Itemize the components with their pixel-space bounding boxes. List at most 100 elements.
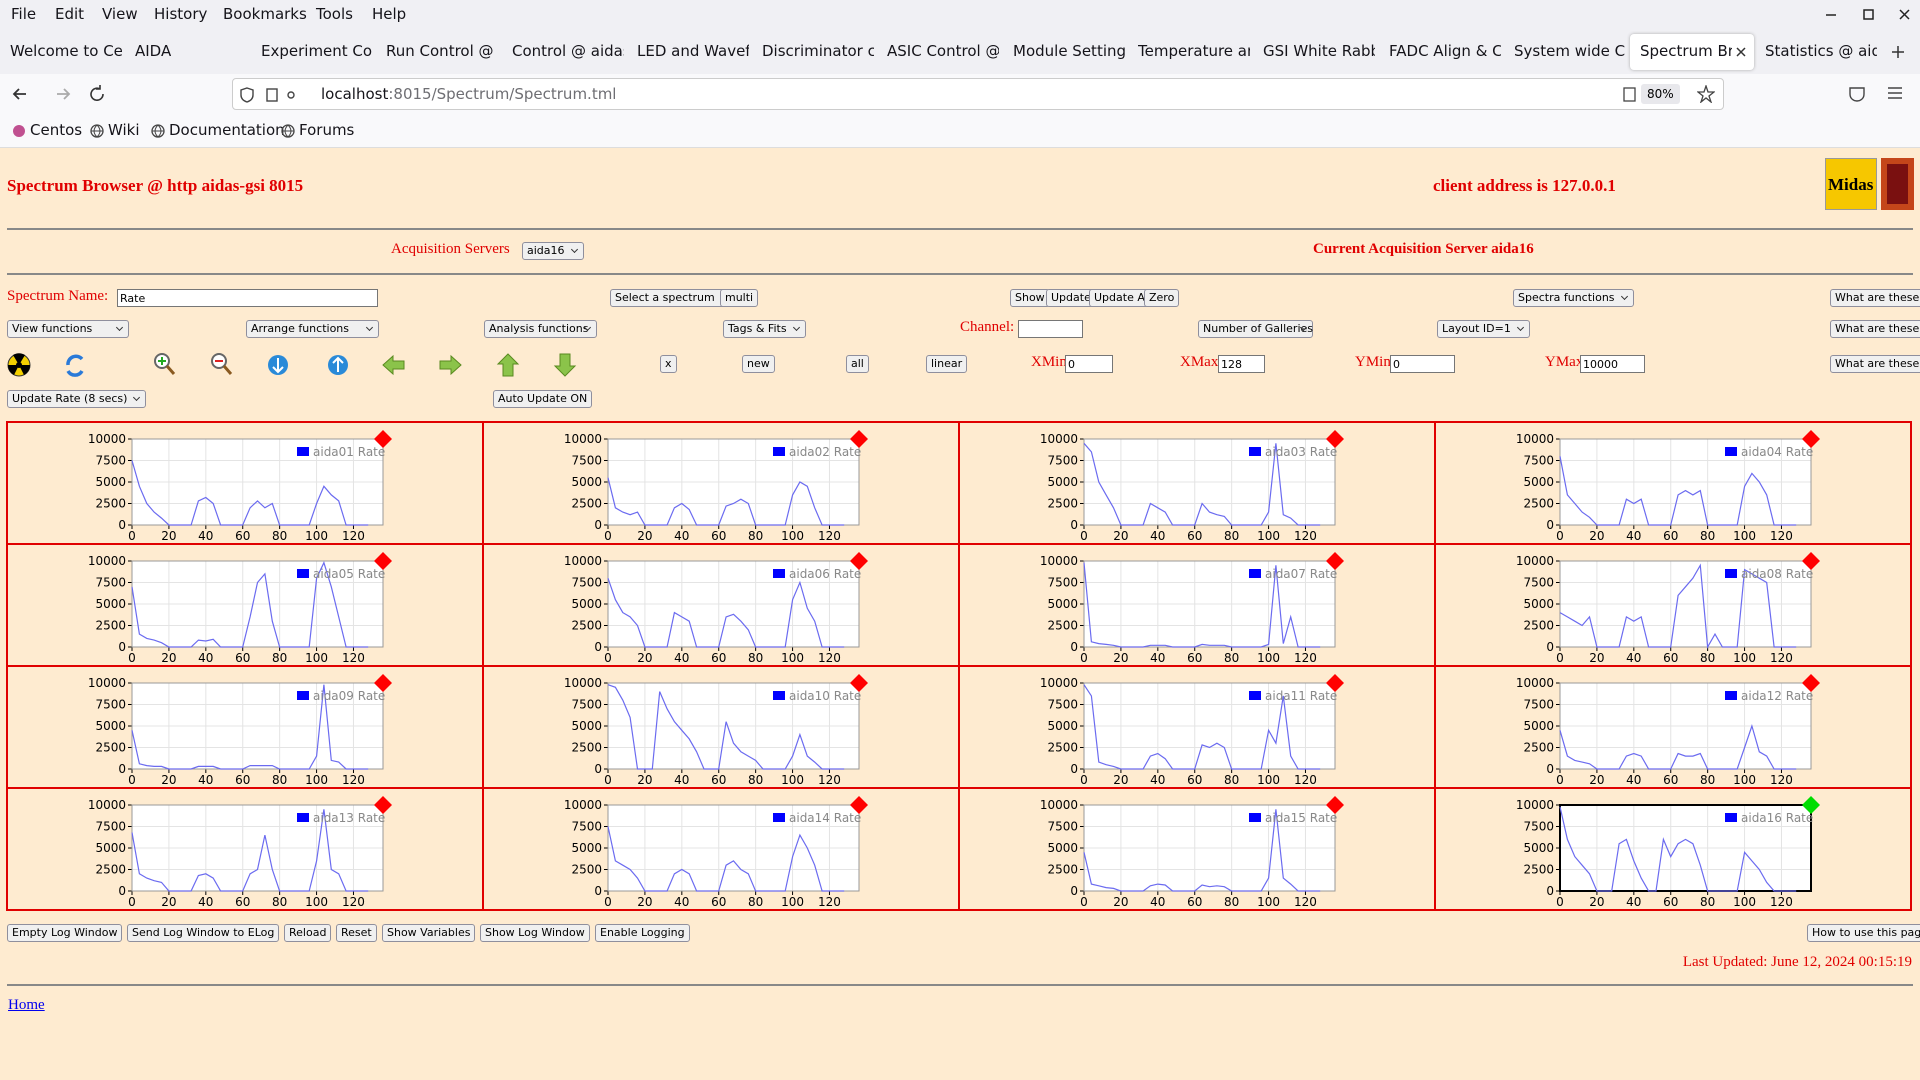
- spectrum-input[interactable]: [117, 289, 378, 307]
- bookmark[interactable]: Documentation: [169, 121, 285, 139]
- how-to-button[interactable]: How to use this page: [1807, 924, 1920, 942]
- menu-item[interactable]: Edit: [55, 5, 84, 23]
- select-spectrum[interactable]: Select a spectrum: [610, 289, 734, 307]
- footer-button[interactable]: Enable Logging: [595, 924, 690, 942]
- tab-title[interactable]: Control @ aidas: [512, 42, 624, 60]
- tab-title[interactable]: Module Settings: [1013, 42, 1125, 60]
- y-tick-label: 5000: [571, 597, 602, 611]
- x-tick-label: 40: [198, 773, 213, 787]
- tool-icons[interactable]: [0, 348, 600, 382]
- url-bar[interactable]: localhost:8015/Spectrum/Spectrum.tml 80%: [232, 78, 1724, 110]
- bookmark-icon: [12, 124, 26, 138]
- menu-item[interactable]: Bookmarks: [223, 5, 307, 23]
- tab-title[interactable]: AIDA: [135, 42, 171, 60]
- toolbar-icons[interactable]: [1848, 84, 1908, 104]
- tab-title[interactable]: Run Control @ a: [386, 42, 498, 60]
- x-button[interactable]: x: [660, 355, 677, 373]
- home-link[interactable]: Home: [8, 997, 45, 1014]
- legend-swatch: [1725, 447, 1737, 456]
- menu-item[interactable]: History: [154, 5, 207, 23]
- y-tick-label: 10000: [1040, 554, 1078, 568]
- x-tick-label: 40: [1626, 651, 1641, 665]
- y-tick-label: 10000: [88, 554, 126, 568]
- all-button[interactable]: all: [846, 355, 869, 373]
- help-button[interactable]: What are these?: [1830, 355, 1920, 373]
- xmax-input[interactable]: [1218, 355, 1265, 373]
- footer-button[interactable]: Show Variables: [382, 924, 475, 942]
- y-tick-label: 2500: [571, 741, 602, 755]
- footer-button[interactable]: Send Log Window to ELog: [127, 924, 279, 942]
- xmin-input[interactable]: [1065, 355, 1113, 373]
- new-tab[interactable]: [1891, 45, 1905, 59]
- tab-title[interactable]: FADC Align & C: [1389, 42, 1501, 60]
- menu-item[interactable]: File: [11, 5, 36, 23]
- bookmark-icon: [281, 124, 295, 138]
- spectra-functions[interactable]: Spectra functions: [1513, 289, 1634, 307]
- bookmark-icon: [90, 124, 104, 138]
- footer-button[interactable]: Reload: [284, 924, 331, 942]
- bookmark[interactable]: Wiki: [108, 121, 140, 139]
- menu-item[interactable]: Tools: [316, 5, 353, 23]
- auto-update-button[interactable]: Auto Update ON: [493, 390, 592, 408]
- new-button[interactable]: new: [742, 355, 775, 373]
- tab-title[interactable]: Welcome to Ce: [10, 42, 122, 60]
- x-tick-label: 100: [781, 895, 804, 909]
- bookmark[interactable]: Centos: [30, 121, 82, 139]
- x-tick-label: 40: [198, 651, 213, 665]
- zero-button[interactable]: Zero: [1144, 289, 1179, 307]
- y-tick-label: 7500: [1523, 698, 1554, 712]
- x-tick-label: 60: [1187, 773, 1202, 787]
- x-tick-label: 100: [781, 773, 804, 787]
- tab-title[interactable]: LED and Wavefo: [637, 42, 749, 60]
- tab-title[interactable]: Discriminator co: [762, 42, 874, 60]
- footer-button[interactable]: Show Log Window: [480, 924, 590, 942]
- y-tick-label: 0: [1546, 762, 1554, 776]
- arrange-functions[interactable]: Arrange functions: [246, 320, 379, 338]
- x-tick-label: 120: [342, 773, 365, 787]
- tab-title[interactable]: Experiment Con: [261, 42, 373, 60]
- tab-title[interactable]: ASIC Control @: [887, 42, 999, 60]
- menu-item[interactable]: Help: [372, 5, 406, 23]
- layout-select[interactable]: Layout ID=1: [1437, 320, 1530, 338]
- star-icon[interactable]: [1697, 85, 1715, 103]
- menu-item[interactable]: View: [102, 5, 138, 23]
- multi-button[interactable]: multi: [720, 289, 758, 307]
- view-functions[interactable]: View functions: [7, 320, 129, 338]
- y-tick-label: 0: [118, 884, 126, 898]
- x-tick-label: 40: [1150, 773, 1165, 787]
- channel-input[interactable]: [1018, 320, 1083, 338]
- tab-title[interactable]: Temperature an: [1138, 42, 1250, 60]
- tags-fits[interactable]: Tags & Fits: [723, 320, 806, 338]
- y-tick-label: 2500: [95, 741, 126, 755]
- bookmark[interactable]: Forums: [299, 121, 354, 139]
- x-tick-label: 120: [1294, 773, 1317, 787]
- analysis-functions[interactable]: Analysis functions: [484, 320, 597, 338]
- nav-buttons[interactable]: [10, 82, 105, 106]
- page-title: Spectrum Browser @ http aidas-gsi 8015: [7, 176, 303, 196]
- help-button[interactable]: What are these?: [1830, 320, 1920, 338]
- server-select[interactable]: aida16: [522, 242, 584, 260]
- ymin-input[interactable]: [1390, 355, 1455, 373]
- legend-swatch: [1249, 447, 1261, 456]
- x-tick-label: 20: [637, 529, 652, 543]
- reader-icon[interactable]: [1623, 87, 1637, 103]
- tab-title[interactable]: Statistics @ aid: [1765, 42, 1877, 60]
- x-tick-label: 20: [1113, 529, 1128, 543]
- tab-title[interactable]: Spectrum Bro: [1640, 42, 1732, 60]
- legend-swatch: [773, 447, 785, 456]
- x-tick-label: 120: [1770, 529, 1793, 543]
- x-tick-label: 60: [1187, 529, 1202, 543]
- footer-button[interactable]: Empty Log Window: [7, 924, 122, 942]
- zoom-level[interactable]: 80%: [1641, 84, 1680, 104]
- tab-title[interactable]: System wide Ch: [1514, 42, 1626, 60]
- y-tick-label: 2500: [571, 863, 602, 877]
- galleries-select[interactable]: Number of Galleries: [1198, 320, 1313, 338]
- help-button[interactable]: What are these?: [1830, 289, 1920, 307]
- tab-close[interactable]: [1736, 47, 1746, 57]
- show-button[interactable]: Show: [1010, 289, 1050, 307]
- tab-title[interactable]: GSI White Rabbi: [1263, 42, 1375, 60]
- ymax-input[interactable]: [1580, 355, 1645, 373]
- update-rate[interactable]: Update Rate (8 secs): [7, 390, 146, 408]
- footer-button[interactable]: Reset: [336, 924, 377, 942]
- linear-button[interactable]: linear: [926, 355, 967, 373]
